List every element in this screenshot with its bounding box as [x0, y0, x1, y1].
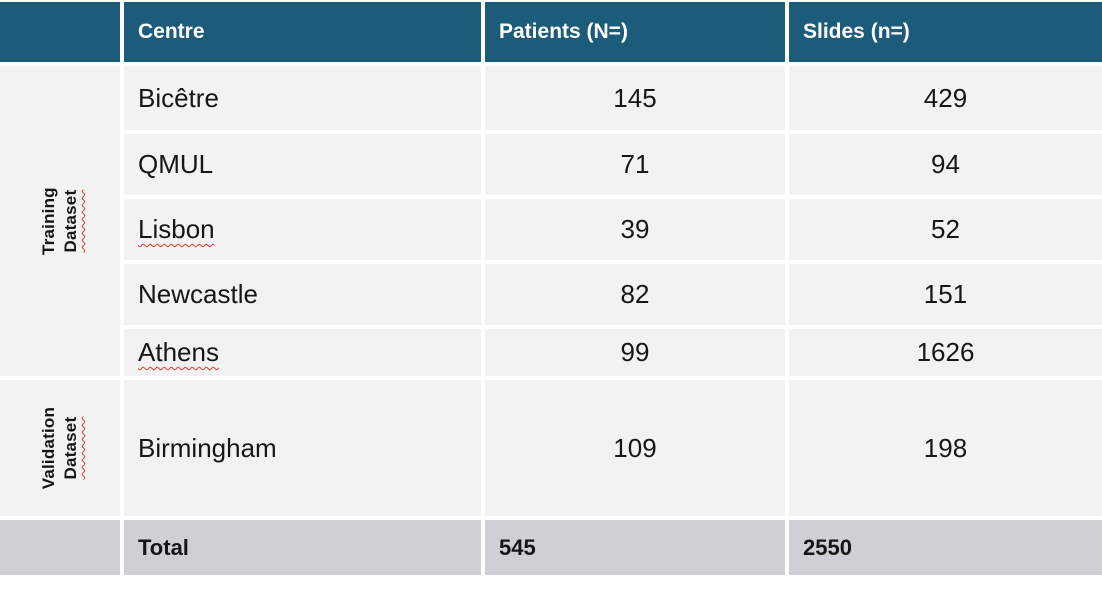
group-cell-validation-dataset: Validation Dataset: [0, 380, 120, 516]
total-patients-cell: 545: [485, 520, 785, 575]
validation-label-line2: Dataset: [60, 416, 80, 480]
centre-name: Birmingham: [138, 432, 277, 463]
patients-cell-qmul: 71: [485, 134, 785, 195]
header-cell-slides: Slides (n=): [789, 2, 1102, 62]
patients-cell-lisbon: 39: [485, 199, 785, 260]
group-cell-training-dataset: Training Dataset: [0, 66, 120, 376]
slides-cell-athens: 1626: [789, 329, 1102, 376]
centre-cell-newcastle: Newcastle: [124, 264, 481, 325]
patients-cell-birmingham: 109: [485, 380, 785, 516]
validation-dataset-label: Validation Dataset: [38, 407, 82, 489]
centre-cell-birmingham: Birmingham: [124, 380, 481, 516]
datasets-table: Centre Patients (N=) Slides (n=) Trainin…: [0, 2, 1102, 575]
total-cell-empty: [0, 520, 120, 575]
slides-cell-lisbon: 52: [789, 199, 1102, 260]
slides-cell-qmul: 94: [789, 134, 1102, 195]
centre-name: Athens: [138, 337, 219, 367]
centre-cell-qmul: QMUL: [124, 134, 481, 195]
patients-cell-bicetre: 145: [485, 66, 785, 130]
slides-cell-bicetre: 429: [789, 66, 1102, 130]
centre-name: QMUL: [138, 149, 214, 179]
total-slides-cell: 2550: [789, 520, 1102, 575]
validation-label-line1: Validation: [38, 406, 58, 490]
training-label-line1: Training: [38, 187, 58, 255]
slides-cell-birmingham: 198: [789, 380, 1102, 516]
slides-cell-newcastle: 151: [789, 264, 1102, 325]
header-cell-empty: [0, 2, 120, 62]
training-dataset-label: Training Dataset: [38, 187, 82, 255]
centre-cell-lisbon: Lisbon: [124, 199, 481, 260]
header-cell-centre: Centre: [124, 2, 481, 62]
centre-name: Bicêtre: [138, 82, 219, 113]
centre-name: Lisbon: [138, 214, 215, 244]
centre-cell-bicetre: Bicêtre: [124, 66, 481, 130]
centre-name: Newcastle: [138, 279, 258, 309]
total-label-cell: Total: [124, 520, 481, 575]
patients-cell-newcastle: 82: [485, 264, 785, 325]
header-cell-patients: Patients (N=): [485, 2, 785, 62]
patients-cell-athens: 99: [485, 329, 785, 376]
centre-cell-athens: Athens: [124, 329, 481, 376]
training-label-line2: Dataset: [61, 189, 80, 253]
